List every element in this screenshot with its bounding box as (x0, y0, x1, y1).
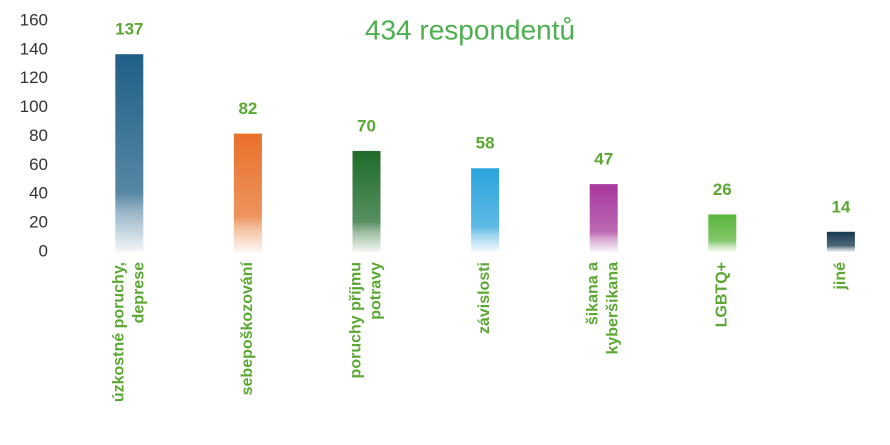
chart-title: 434 respondentů (365, 14, 575, 45)
y-tick-label: 140 (20, 39, 48, 58)
y-tick-label: 20 (29, 213, 48, 232)
x-tick-label: poruchy příjmu potravy (348, 262, 385, 379)
bar (233, 133, 262, 252)
x-tick-label: jiné (832, 262, 849, 291)
value-label: 47 (594, 150, 613, 169)
bar (471, 168, 500, 252)
x-tick-label: úzkostné poruchy, deprese (111, 262, 148, 402)
value-label: 82 (238, 99, 257, 118)
x-tick-label: sebepoškozování (239, 261, 256, 395)
y-tick-label: 160 (20, 10, 48, 29)
value-label: 137 (115, 20, 143, 39)
y-tick-label: 40 (29, 184, 48, 203)
bar (826, 231, 855, 252)
x-tick-label: LGBTQ+ (714, 262, 731, 327)
value-label: 14 (831, 197, 850, 216)
value-label: 58 (476, 134, 495, 153)
bar (708, 214, 737, 252)
value-label: 26 (713, 180, 732, 199)
y-tick-label: 0 (39, 241, 48, 260)
bar (589, 184, 618, 252)
y-tick-label: 60 (29, 155, 48, 174)
x-tick-label: závislosti (476, 262, 493, 334)
bar (115, 54, 144, 252)
x-tick-label: šikana a kyberšikana (585, 262, 622, 355)
y-tick-label: 100 (20, 97, 48, 116)
value-label: 70 (357, 116, 376, 135)
y-tick-label: 80 (29, 126, 48, 145)
y-tick-label: 120 (20, 68, 48, 87)
bar (352, 150, 381, 252)
